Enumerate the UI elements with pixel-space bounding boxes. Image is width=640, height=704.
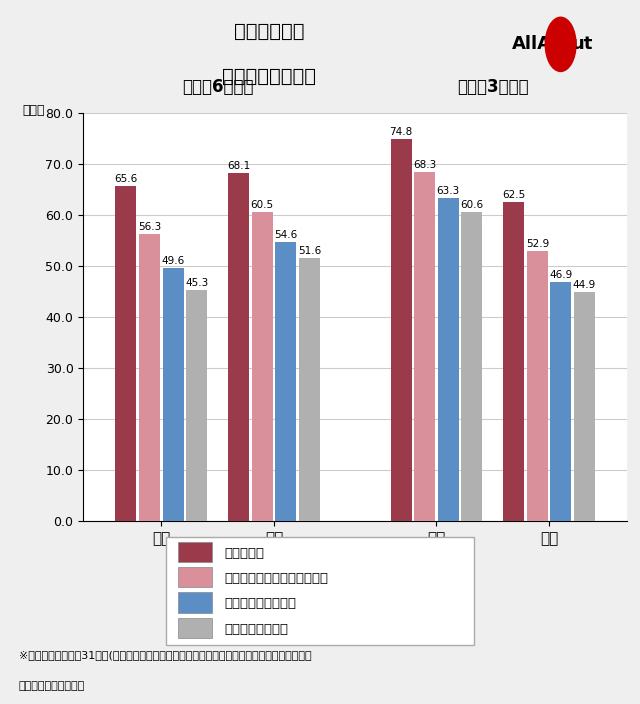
Text: 60.5: 60.5 [251,200,274,210]
Y-axis label: （点）: （点） [22,104,45,118]
Text: ut: ut [572,35,593,54]
Bar [228,173,249,521]
Bar [390,139,412,521]
Bar [115,186,136,521]
Text: 52.9: 52.9 [525,239,549,249]
Bar [438,198,459,521]
Text: 63.3: 63.3 [436,186,460,196]
Bar [527,251,548,521]
Text: 食べている: 食べている [224,546,264,560]
Text: 51.6: 51.6 [298,246,321,256]
Bar [414,172,435,521]
FancyBboxPatch shape [178,618,212,638]
Text: 60.6: 60.6 [460,200,483,210]
Text: ＜小学6年生＞: ＜小学6年生＞ [182,78,253,96]
Text: ※文部科学省「平成31年度(令和元年度）　全国学力・学習状況調査　報告書・調査結果」より: ※文部科学省「平成31年度(令和元年度） 全国学力・学習状況調査 報告書・調査結… [19,650,312,660]
Bar [275,242,296,521]
Text: どちらかと言えば食べている: どちらかと言えば食べている [224,572,328,585]
FancyBboxPatch shape [178,593,212,612]
FancyBboxPatch shape [178,567,212,587]
Bar [252,212,273,521]
Text: ＜中学3年生＞: ＜中学3年生＞ [457,78,529,96]
Text: 54.6: 54.6 [274,230,298,240]
Ellipse shape [545,17,576,72]
Bar [299,258,320,521]
Text: 学力テストの結果: 学力テストの結果 [222,67,316,86]
Bar [550,282,572,521]
Text: 68.3: 68.3 [413,161,436,170]
Text: 74.8: 74.8 [389,127,413,137]
Text: 62.5: 62.5 [502,190,525,200]
Bar [461,212,482,521]
Text: あまり食べていない: あまり食べていない [224,597,296,610]
Text: 朝食の習慣別: 朝食の習慣別 [234,22,304,41]
Text: 65.6: 65.6 [115,174,138,184]
Text: AllAb: AllAb [512,35,565,54]
Bar [503,202,524,521]
Bar [186,290,207,521]
Text: 全く食べていない: 全く食べていない [224,622,288,636]
Text: オールアバウトが作成: オールアバウトが作成 [19,681,85,691]
Bar [163,268,184,521]
Text: o: o [554,35,567,54]
Bar [139,234,160,521]
Text: 68.1: 68.1 [227,161,250,171]
FancyBboxPatch shape [178,542,212,562]
Text: 49.6: 49.6 [161,256,185,265]
Text: 45.3: 45.3 [185,277,208,288]
FancyBboxPatch shape [166,537,474,646]
Text: 56.3: 56.3 [138,222,161,232]
Bar [574,291,595,521]
Text: 46.9: 46.9 [549,270,573,279]
Text: 44.9: 44.9 [573,279,596,290]
